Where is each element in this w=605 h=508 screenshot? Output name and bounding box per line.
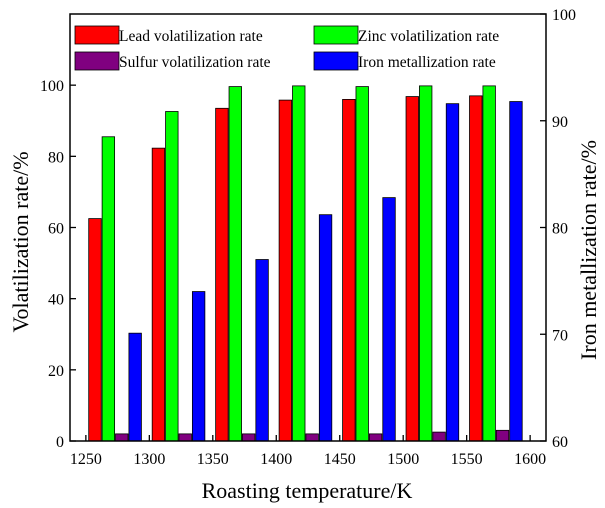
x-tick-label: 1250 xyxy=(70,451,102,468)
x-tick-label: 1400 xyxy=(260,451,292,468)
legend-swatch-4 xyxy=(313,51,359,71)
y-right-tick-label: 70 xyxy=(552,327,568,344)
bar-4-1373 xyxy=(255,259,269,442)
y-right-tick-label: 80 xyxy=(552,221,568,238)
ticks-layer: 1250 1300 1350 1400 1450 1500 1550 1600 0 20 40 60 8… xyxy=(40,7,576,468)
bar-1-1273 xyxy=(88,218,102,442)
legend-label-2: Zinc volatilization rate xyxy=(358,28,499,45)
y-axis-right-title: Iron metallization rate/% xyxy=(576,140,601,360)
x-axis-title: Roasting temperature/K xyxy=(202,478,413,503)
y-left-tick-label: 20 xyxy=(48,363,64,380)
legend: Lead volatilization rate Zinc volatilizat… xyxy=(74,25,499,71)
bar-2-1373 xyxy=(228,86,242,442)
y-left-tick-label: 80 xyxy=(48,149,64,166)
x-tick-label: 1300 xyxy=(133,451,165,468)
bar-4-1423 xyxy=(318,214,333,442)
bars-layer xyxy=(88,85,523,442)
legend-swatch-2 xyxy=(313,25,359,45)
bar-4-1473 xyxy=(382,197,396,442)
legend-swatch-3 xyxy=(74,51,120,71)
bar-4-1573 xyxy=(509,101,523,442)
bar-3-1473 xyxy=(368,433,383,442)
x-tick-label: 1550 xyxy=(451,451,483,468)
bar-2-1573 xyxy=(482,85,496,442)
bar-3-1423 xyxy=(305,433,319,442)
y-right-tick-label: 90 xyxy=(552,114,568,131)
bar-4-1273 xyxy=(128,332,142,442)
bar-2-1273 xyxy=(101,136,116,442)
plot-frame xyxy=(69,13,547,442)
y-right-tick-label: 100 xyxy=(552,7,576,24)
bar-3-1573 xyxy=(495,429,510,442)
legend-label-4: Iron metallization rate xyxy=(358,54,496,71)
x-tick-label: 1500 xyxy=(387,451,419,468)
bar-1-1523 xyxy=(405,96,419,442)
x-tick-label: 1600 xyxy=(514,451,546,468)
bar-1-1423 xyxy=(278,99,293,442)
legend-label-1: Lead volatilization rate xyxy=(119,28,263,45)
bar-2-1473 xyxy=(355,86,369,442)
y-left-tick-label: 0 xyxy=(56,434,64,451)
bar-3-1523 xyxy=(432,431,446,442)
legend-label-3: Sulfur volatilization rate xyxy=(119,54,271,71)
y-left-tick-label: 60 xyxy=(48,221,64,238)
bar-1-1473 xyxy=(342,99,356,442)
bar-1-1373 xyxy=(215,107,229,442)
bar-1-1323 xyxy=(151,147,166,442)
bar-4-1523 xyxy=(445,103,460,442)
bar-4-1323 xyxy=(191,291,206,442)
x-tick-label: 1350 xyxy=(197,451,229,468)
y-left-tick-label: 100 xyxy=(40,78,64,95)
y-left-tick-label: 40 xyxy=(48,292,64,309)
bar-3-1373 xyxy=(242,433,256,442)
y-right-tick-label: 60 xyxy=(552,434,568,451)
bar-2-1423 xyxy=(292,85,306,442)
legend-swatch-1 xyxy=(74,25,120,45)
x-tick-label: 1450 xyxy=(324,451,356,468)
bar-2-1523 xyxy=(419,85,433,442)
bar-3-1323 xyxy=(178,433,192,442)
bar-3-1273 xyxy=(115,433,129,442)
y-axis-left-title: Volatilization rate/% xyxy=(8,151,33,332)
bar-2-1323 xyxy=(165,111,179,442)
bar-1-1573 xyxy=(469,95,483,442)
